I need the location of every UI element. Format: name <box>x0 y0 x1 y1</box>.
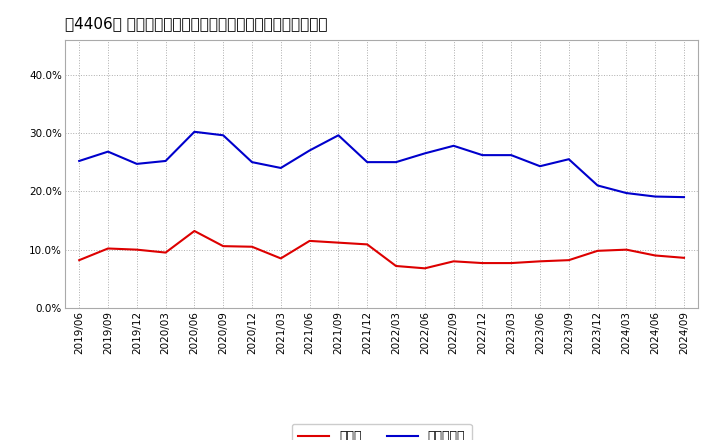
有利子負債 <box>75 158 84 164</box>
有利子負債 <box>276 165 285 171</box>
現預金 <box>248 244 256 249</box>
現預金 <box>334 240 343 245</box>
有利子負債 <box>305 148 314 153</box>
有利子負債 <box>132 161 141 166</box>
有利子負債 <box>564 157 573 162</box>
有利子負債 <box>680 194 688 200</box>
現預金 <box>420 266 429 271</box>
現預金 <box>507 260 516 266</box>
Legend: 現預金, 有利子負債: 現預金, 有利子負債 <box>292 424 472 440</box>
有利子負債 <box>334 132 343 138</box>
有利子負債 <box>161 158 170 164</box>
有利子負債 <box>536 164 544 169</box>
現預金 <box>622 247 631 252</box>
現預金 <box>75 257 84 263</box>
現預金 <box>651 253 660 258</box>
有利子負債 <box>449 143 458 148</box>
現預金 <box>104 246 112 251</box>
現預金 <box>190 228 199 234</box>
有利子負債 <box>104 149 112 154</box>
現預金 <box>132 247 141 252</box>
有利子負債 <box>420 151 429 156</box>
有利子負債 <box>392 159 400 165</box>
現預金 <box>593 248 602 253</box>
有利子負債 <box>622 191 631 196</box>
Line: 現預金: 現預金 <box>79 231 684 268</box>
現預金 <box>161 250 170 255</box>
現預金 <box>305 238 314 244</box>
現預金 <box>276 256 285 261</box>
有利子負債 <box>190 129 199 135</box>
有利子負債 <box>363 159 372 165</box>
現預金 <box>449 259 458 264</box>
有利子負債 <box>478 153 487 158</box>
有利子負債 <box>219 132 228 138</box>
現預金 <box>363 242 372 247</box>
Line: 有利子負債: 有利子負債 <box>79 132 684 197</box>
有利子負債 <box>248 159 256 165</box>
有利子負債 <box>507 153 516 158</box>
有利子負債 <box>651 194 660 199</box>
有利子負債 <box>593 183 602 188</box>
現預金 <box>680 255 688 260</box>
現預金 <box>536 259 544 264</box>
現預金 <box>478 260 487 266</box>
現預金 <box>219 243 228 249</box>
Text: ［4406］ 現預金、有利子負債の総資産に対する比率の推移: ［4406］ 現預金、有利子負債の総資産に対する比率の推移 <box>65 16 328 32</box>
現預金 <box>392 264 400 269</box>
現預金 <box>564 257 573 263</box>
